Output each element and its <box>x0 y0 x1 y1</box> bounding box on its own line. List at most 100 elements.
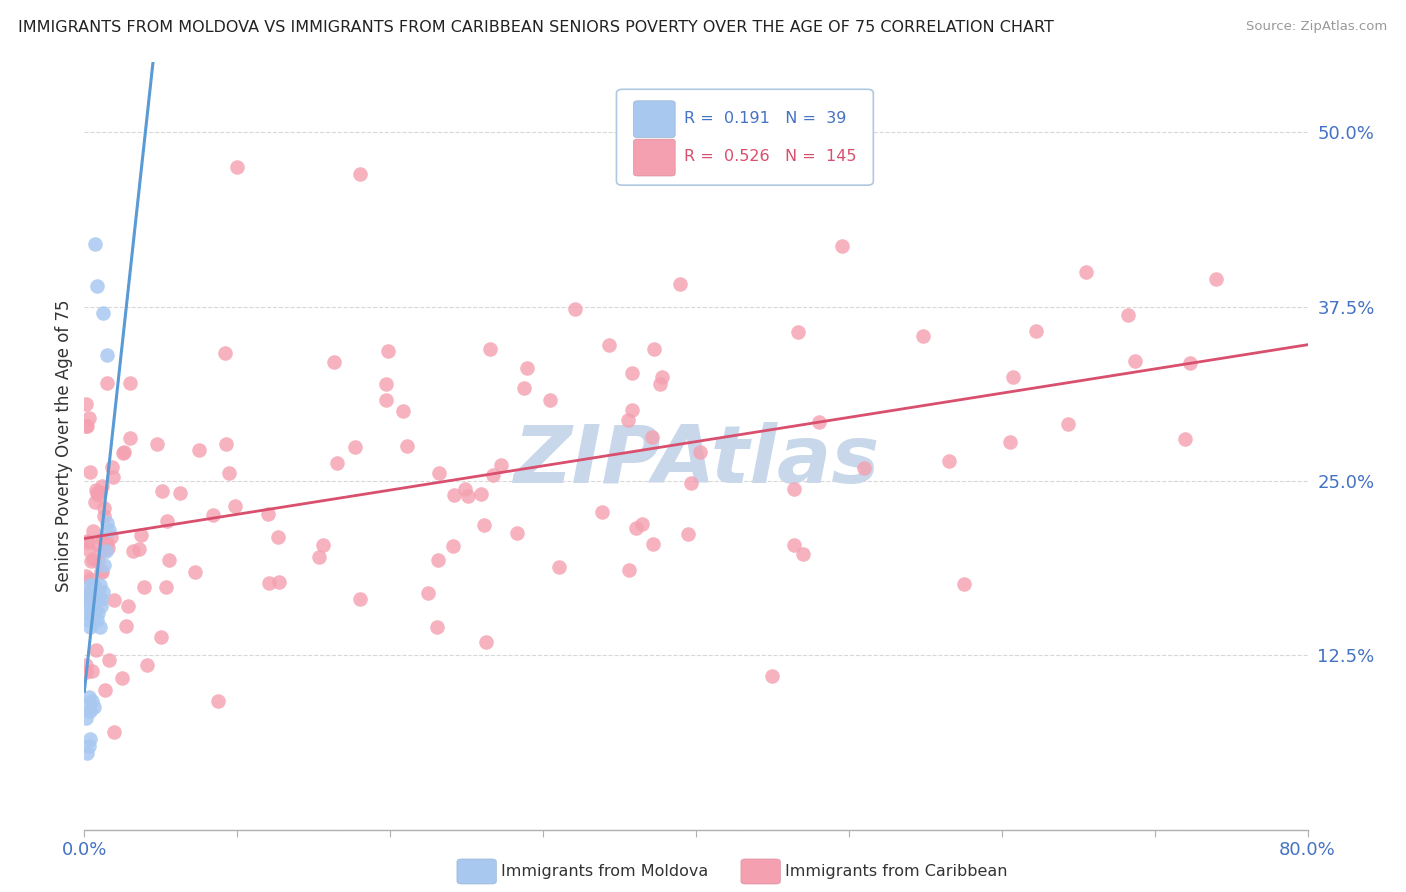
Point <box>86 613 108 627</box>
Point <box>97 523 120 537</box>
Point <box>118 432 141 446</box>
Point <box>426 620 449 634</box>
Point <box>91 585 114 599</box>
Point <box>76 697 98 711</box>
Point <box>90 565 112 579</box>
Point <box>96 536 118 550</box>
Point <box>1116 308 1139 322</box>
Point <box>83 578 105 592</box>
Point <box>323 355 346 369</box>
Point <box>111 672 134 686</box>
Point <box>416 585 439 599</box>
Point <box>1057 417 1080 432</box>
Point <box>155 580 177 594</box>
Point <box>1074 265 1097 279</box>
Point <box>75 587 97 601</box>
Point <box>87 537 110 551</box>
FancyBboxPatch shape <box>634 139 675 176</box>
Point <box>84 236 107 251</box>
Point <box>457 489 479 503</box>
Point <box>90 592 112 607</box>
Point <box>783 482 806 496</box>
Point <box>479 342 502 356</box>
Point <box>128 542 150 557</box>
Point <box>86 643 108 657</box>
Point <box>75 607 97 621</box>
Point <box>911 329 934 343</box>
Point <box>1180 356 1202 370</box>
Point <box>76 592 98 607</box>
Point <box>1174 432 1197 446</box>
Point <box>215 437 238 451</box>
Point <box>86 592 108 607</box>
Point <box>214 346 236 360</box>
Point <box>84 607 107 621</box>
Point <box>84 483 107 497</box>
Point <box>86 278 108 293</box>
Point <box>89 620 111 634</box>
Point <box>491 458 513 472</box>
Point <box>112 445 135 459</box>
Point <box>257 507 280 521</box>
Point <box>641 430 664 444</box>
Point <box>79 465 101 479</box>
Point <box>150 483 173 498</box>
Point <box>94 682 117 697</box>
Point <box>76 599 98 614</box>
Point <box>79 731 101 746</box>
Point <box>643 342 665 356</box>
Point <box>117 599 139 614</box>
Text: R =  0.526   N =  145: R = 0.526 N = 145 <box>683 149 856 164</box>
Point <box>620 403 643 417</box>
Point <box>84 585 107 599</box>
Point <box>90 532 112 546</box>
Point <box>395 439 418 453</box>
Point <box>77 613 100 627</box>
Point <box>792 547 814 561</box>
Point <box>689 445 711 459</box>
Point <box>470 487 492 501</box>
Point <box>82 524 104 538</box>
Point <box>184 565 207 579</box>
Point <box>77 690 100 704</box>
Point <box>547 560 569 574</box>
Point <box>188 442 211 457</box>
Point <box>1205 271 1227 285</box>
Point <box>150 630 173 644</box>
Point <box>326 457 349 471</box>
Point <box>786 325 808 339</box>
Point <box>82 552 104 566</box>
Point <box>443 488 465 502</box>
Point <box>831 238 853 252</box>
Point <box>97 653 120 667</box>
Point <box>84 494 107 508</box>
Point <box>513 382 536 396</box>
Point <box>129 528 152 542</box>
Point <box>121 544 143 558</box>
Point <box>91 479 114 493</box>
Point <box>375 392 398 407</box>
Point <box>427 466 450 480</box>
Point <box>86 485 108 500</box>
Point <box>308 550 330 565</box>
Point <box>349 167 371 181</box>
Point <box>112 445 135 459</box>
Text: Immigrants from Moldova: Immigrants from Moldova <box>501 864 707 879</box>
Point <box>598 338 620 352</box>
Point <box>1025 324 1047 338</box>
Point <box>76 419 98 434</box>
Point <box>103 470 125 484</box>
Point <box>651 369 673 384</box>
Text: R =  0.191   N =  39: R = 0.191 N = 39 <box>683 111 846 126</box>
Point <box>218 466 240 480</box>
Point <box>77 410 100 425</box>
Point <box>953 576 976 591</box>
Point <box>96 348 118 362</box>
Point <box>145 437 167 451</box>
Point <box>87 607 110 621</box>
Point <box>91 306 114 320</box>
Point <box>761 669 783 683</box>
Text: ZIPAtlas: ZIPAtlas <box>513 422 879 500</box>
Point <box>89 485 111 500</box>
Point <box>75 568 97 582</box>
